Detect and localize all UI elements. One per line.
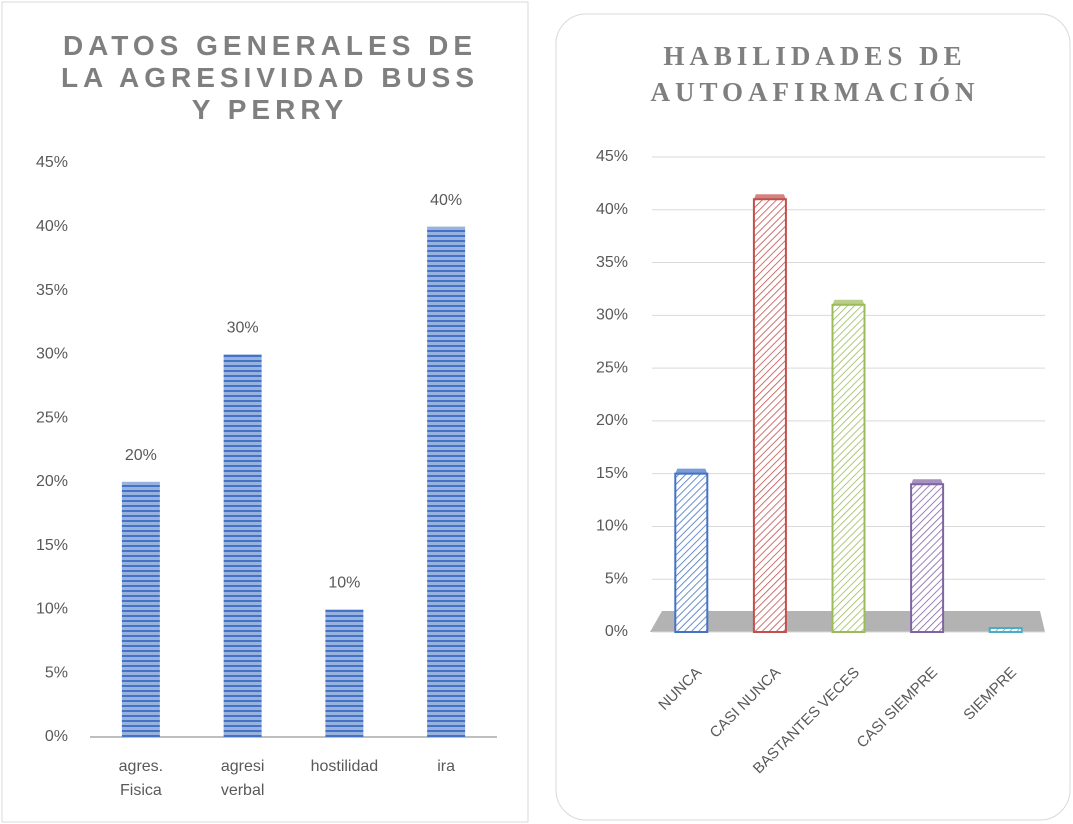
- bar: [325, 609, 364, 737]
- bar: [223, 354, 262, 737]
- y-tick-label: 40%: [596, 201, 628, 218]
- y-tick-label: 30%: [596, 307, 628, 324]
- bar: [910, 483, 945, 633]
- y-tick-label: 25%: [36, 409, 68, 426]
- value-label: 40%: [430, 192, 462, 209]
- value-label: 10%: [328, 575, 360, 592]
- y-tick-label: 25%: [596, 359, 628, 376]
- bar: [988, 627, 1023, 633]
- panel-1: [1, 1, 529, 823]
- y-tick-label: 10%: [36, 601, 68, 618]
- y-tick-label: 10%: [596, 518, 628, 535]
- panel-2: [555, 13, 1071, 821]
- bar: [831, 303, 866, 633]
- bar: [752, 198, 787, 633]
- y-tick-label: 30%: [36, 346, 68, 363]
- y-tick-label: 5%: [45, 664, 68, 681]
- y-tick-label: 45%: [596, 148, 628, 165]
- y-tick-label: 5%: [605, 570, 628, 587]
- bar-top: [675, 468, 708, 474]
- x-tick-label: hostilidad: [310, 758, 379, 775]
- y-tick-label: 0%: [45, 728, 68, 745]
- y-tick-label: 15%: [596, 465, 628, 482]
- y-tick-label: 35%: [596, 254, 628, 271]
- bar: [674, 472, 709, 633]
- bar-top: [911, 479, 944, 485]
- bar: [121, 481, 160, 737]
- x-tick-label: agres. Fisica: [118, 758, 164, 799]
- value-label: 30%: [227, 320, 259, 337]
- y-tick-label: 20%: [36, 473, 68, 490]
- y-tick-label: 20%: [596, 412, 628, 429]
- bar-top: [753, 194, 786, 200]
- chart-title: HABILIDADES DE AUTOAFIRMACIÓN: [650, 41, 980, 107]
- x-tick-label: ira: [437, 758, 456, 775]
- y-tick-label: 45%: [36, 154, 68, 171]
- chart-title: DATOS GENERALES DE LA AGRESIVIDAD BUSS Y…: [60, 30, 480, 125]
- bar-top: [832, 299, 865, 305]
- y-tick-label: 0%: [605, 623, 628, 640]
- y-tick-label: 35%: [36, 282, 68, 299]
- y-tick-label: 15%: [36, 537, 68, 554]
- y-tick-label: 40%: [36, 218, 68, 235]
- value-label: 20%: [125, 447, 157, 464]
- bar: [427, 226, 466, 737]
- x-tick-label: agresi verbal: [220, 758, 265, 799]
